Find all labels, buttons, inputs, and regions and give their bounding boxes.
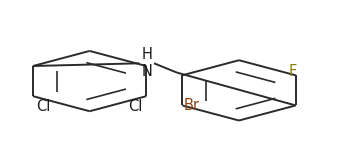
Text: Cl: Cl [36, 99, 50, 114]
Text: H: H [141, 47, 152, 62]
Text: Cl: Cl [129, 99, 143, 114]
Text: N: N [141, 64, 152, 79]
Text: Br: Br [184, 98, 200, 113]
Text: F: F [288, 64, 297, 79]
